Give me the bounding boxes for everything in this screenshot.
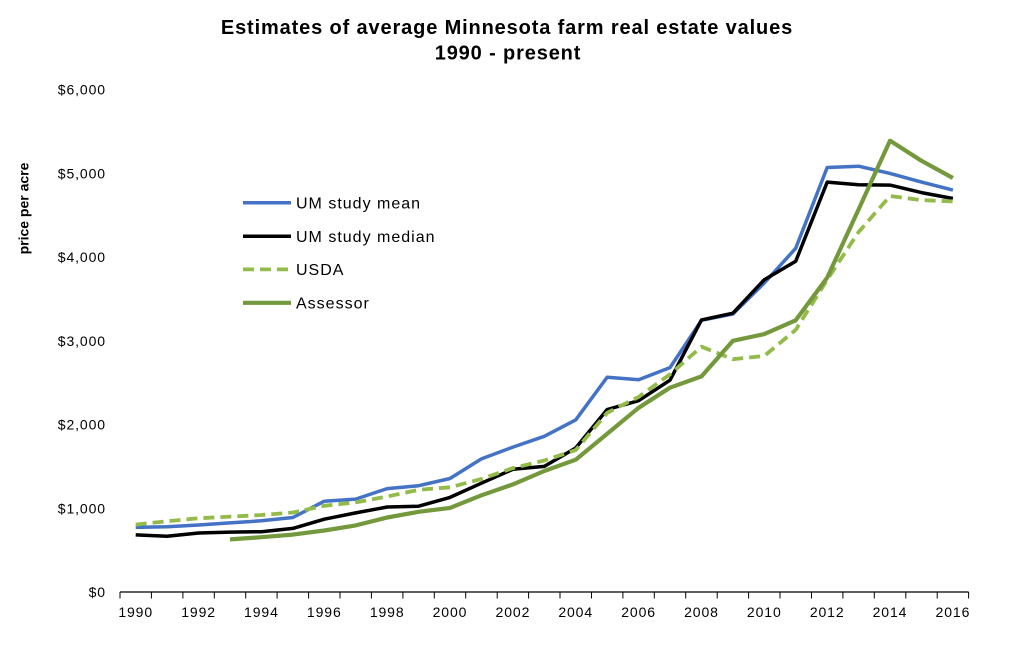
svg-text:$3,000: $3,000 — [58, 333, 106, 349]
svg-text:Estimates of average Minnesota: Estimates of average Minnesota farm real… — [221, 17, 793, 39]
svg-text:$1,000: $1,000 — [58, 500, 106, 516]
svg-text:UM study median: UM study median — [296, 229, 436, 246]
svg-text:$2,000: $2,000 — [58, 417, 106, 433]
svg-text:2006: 2006 — [621, 604, 656, 620]
svg-text:2012: 2012 — [810, 604, 845, 620]
svg-text:2008: 2008 — [684, 604, 719, 620]
svg-text:1996: 1996 — [307, 604, 342, 620]
svg-text:2010: 2010 — [747, 604, 782, 620]
svg-text:2000: 2000 — [433, 604, 468, 620]
svg-text:2004: 2004 — [558, 604, 593, 620]
svg-text:USDA: USDA — [296, 262, 344, 279]
svg-text:$6,000: $6,000 — [58, 82, 106, 98]
svg-text:1994: 1994 — [244, 604, 279, 620]
svg-text:1990: 1990 — [118, 604, 153, 620]
svg-text:1998: 1998 — [370, 604, 405, 620]
svg-text:2014: 2014 — [873, 604, 908, 620]
svg-text:price per acre: price per acre — [16, 162, 32, 254]
svg-text:$5,000: $5,000 — [58, 165, 106, 181]
svg-text:$0: $0 — [89, 584, 106, 600]
svg-text:2002: 2002 — [496, 604, 531, 620]
svg-text:$4,000: $4,000 — [58, 249, 106, 265]
svg-text:2016: 2016 — [936, 604, 971, 620]
svg-text:UM study mean: UM study mean — [296, 196, 421, 213]
svg-text:Assessor: Assessor — [296, 296, 370, 313]
svg-text:1992: 1992 — [181, 604, 216, 620]
svg-text:1990 - present: 1990 - present — [435, 42, 582, 64]
